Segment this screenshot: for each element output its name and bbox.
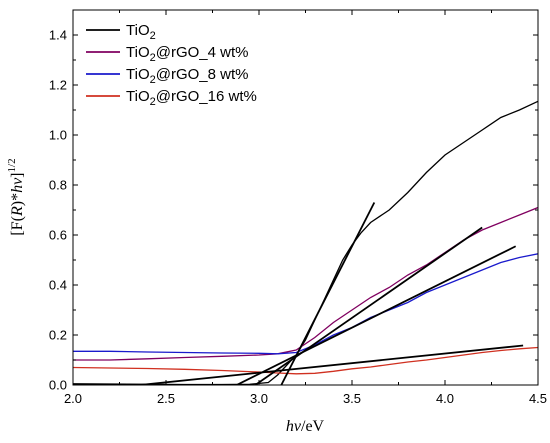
series-line-1 bbox=[73, 100, 538, 385]
y-tick-label: 0.6 bbox=[49, 228, 67, 243]
y-axis-title-part: R bbox=[9, 206, 26, 217]
x-tick-label: 3.5 bbox=[343, 391, 361, 406]
series-layer bbox=[73, 100, 538, 385]
x-axis-title-symbol: hν bbox=[286, 418, 302, 435]
tangent-line-2 bbox=[254, 226, 483, 385]
x-tick-label: 2.0 bbox=[64, 391, 82, 406]
y-tick-label: 1.4 bbox=[49, 28, 67, 43]
x-tick-label: 2.5 bbox=[157, 391, 175, 406]
y-tick-label: 1.2 bbox=[49, 78, 67, 93]
x-tick-label: 4.0 bbox=[436, 391, 454, 406]
ticks-layer: 2.0 2.5 3.0 3.5 4.0 4.5 0.0 0.2 0.4 0.6 0.8 1.0 1.2 1… bbox=[49, 10, 547, 406]
y-axis-title-part: )* bbox=[9, 193, 26, 206]
x-tick-label: 4.5 bbox=[529, 391, 547, 406]
legend-label-2: TiO2@rGO_4 wt% bbox=[126, 44, 248, 64]
legend-label-3: TiO2@rGO_8 wt% bbox=[126, 66, 248, 86]
y-tick-label: 0.2 bbox=[49, 328, 67, 343]
tangent-layer bbox=[139, 202, 524, 385]
y-axis-title-part: [F( bbox=[9, 216, 26, 236]
series-line-2 bbox=[73, 206, 538, 361]
y-tick-label: 0.8 bbox=[49, 178, 67, 193]
y-axis-title: [F(R)*hν]1/2 bbox=[6, 158, 26, 235]
x-axis-title-unit: /eV bbox=[301, 418, 325, 435]
y-tick-label: 0.0 bbox=[49, 378, 67, 393]
y-axis-title-part: ] bbox=[9, 172, 26, 177]
y-axis-title-superscript: 1/2 bbox=[6, 158, 18, 172]
x-axis-title: hν/eV bbox=[286, 418, 325, 435]
x-tick-label: 3.0 bbox=[250, 391, 268, 406]
y-axis-title-part: hν bbox=[9, 177, 26, 193]
y-tick-label: 1.0 bbox=[49, 128, 67, 143]
legend-label-1: TiO2 bbox=[126, 22, 156, 42]
tangent-line-3 bbox=[236, 245, 517, 385]
series-line-4 bbox=[73, 346, 538, 375]
tangent-line-4 bbox=[139, 344, 524, 385]
y-tick-label: 0.4 bbox=[49, 278, 67, 293]
legend-label-4: TiO2@rGO_16 wt% bbox=[126, 88, 257, 108]
